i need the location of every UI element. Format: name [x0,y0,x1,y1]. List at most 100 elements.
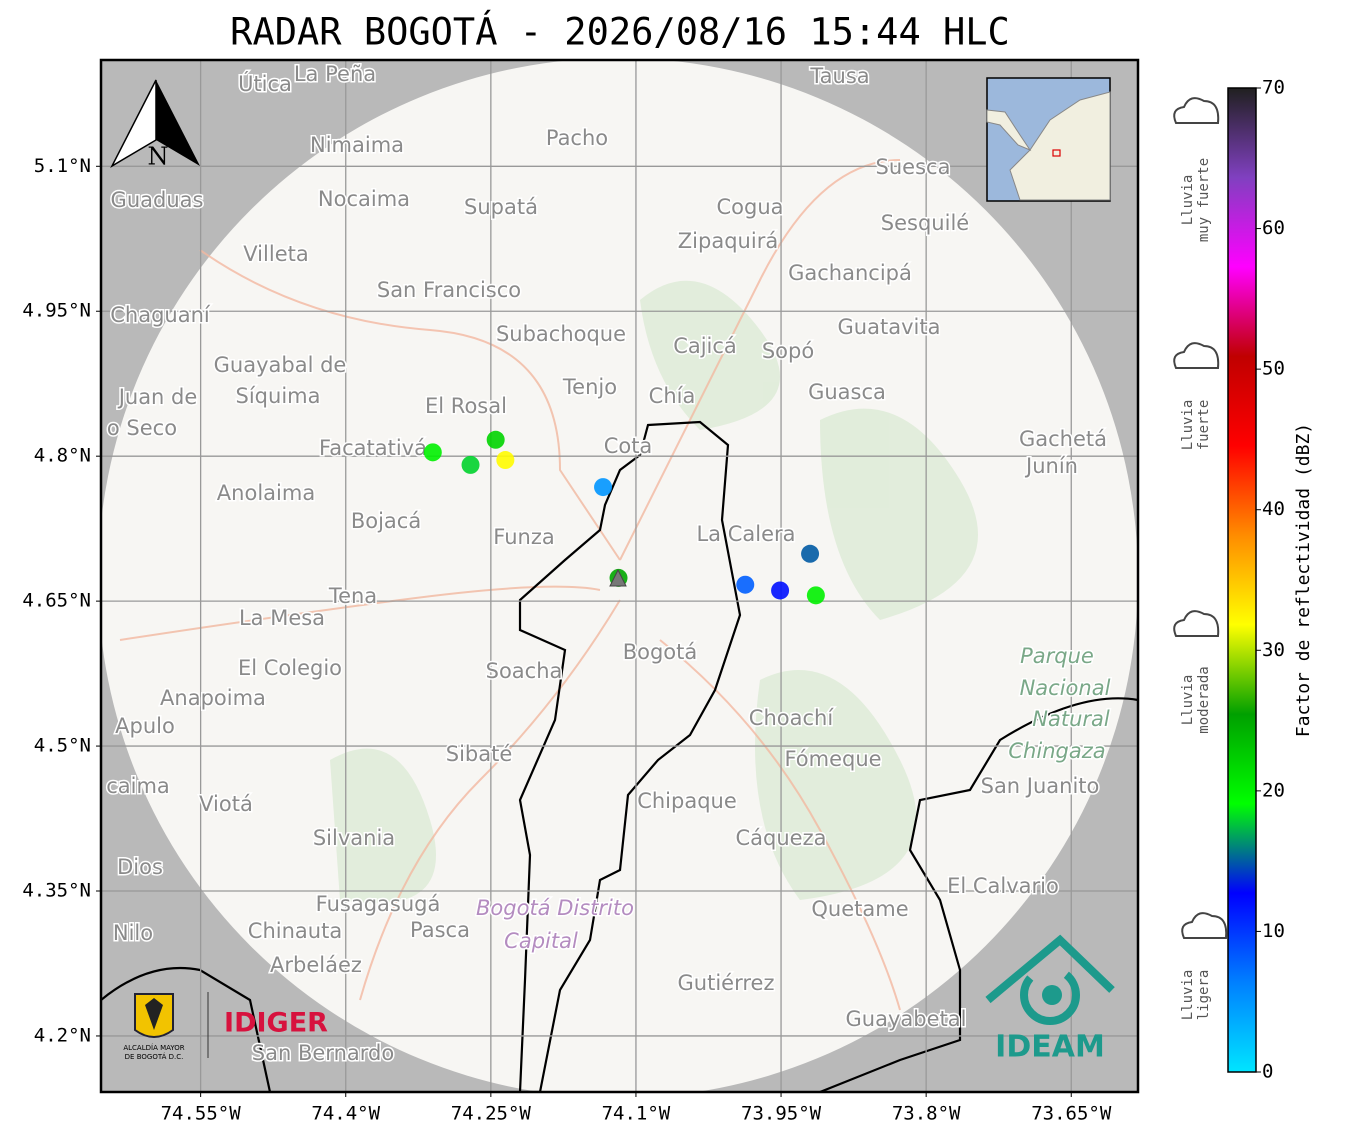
place-label: Capital [504,929,578,953]
place-label: Tausa [809,64,869,88]
place-label: Suesca [876,155,951,179]
place-label: Pacho [546,126,608,150]
y-tick-label: 4.95°N [22,300,91,322]
colorbar-tick-label: 20 [1262,779,1285,801]
rain-icon [1181,912,1228,939]
colorbar-tick-label: 40 [1262,498,1285,520]
place-label: Nilo [113,921,153,945]
roads [119,159,901,1011]
place-label: Natural [1032,707,1110,731]
place-label: Guayabetal [846,1007,967,1031]
colorbar-tick-label: 70 [1262,77,1285,99]
place-label: Cáqueza [736,826,827,850]
x-tick-label: 74.1°W [602,1103,671,1125]
place-label: Apulo [115,714,175,738]
y-tick-label: 4.35°N [22,880,91,902]
y-tick-label: 5.1°N [34,155,91,177]
place-label: Cogua [716,195,783,219]
place-label: Guaduas [111,188,204,212]
place-label: Cajicá [673,334,737,358]
colorbar [1227,87,1257,1073]
place-label: Bojacá [351,509,421,533]
logo-text: DE BOGOTÁ D.C. [125,1052,184,1061]
place-label: Guatavita [838,315,941,339]
colorbar-tick-label: 60 [1262,217,1285,239]
place-label: Tena [328,584,377,608]
x-tick-label: 74.25°W [451,1103,532,1125]
place-label: San Francisco [377,278,521,302]
colorbar-tick-label: 10 [1262,920,1285,942]
rain-icon [1173,610,1220,637]
place-label: Cota [604,434,653,458]
place-label: Choachí [749,706,835,730]
place-label: Subachoque [496,322,626,346]
colorbar-tick-label: 0 [1262,1061,1273,1083]
place-label: Sopó [762,339,814,363]
radar-echo [771,581,790,600]
north-label: N [148,143,169,171]
logo-text: ALCALDÍA MAYOR [123,1043,184,1052]
radar-echo [423,443,442,462]
title: RADAR BOGOTÁ - 2026/08/16 15:44 HLC [230,10,1010,54]
inset-map [986,77,1111,202]
place-label: Pasca [410,918,470,942]
place-label: Sibaté [446,742,513,766]
place-label: Chinauta [248,919,342,943]
place-label: Fómeque [784,747,881,771]
rain-label: Lluvia [1180,175,1196,226]
place-label: El Calvario [947,874,1059,898]
place-label: La Calera [696,522,795,546]
place-label: El Rosal [425,394,507,418]
place-label: Tenjo [562,375,617,399]
place-label: Chingaza [1008,739,1105,763]
y-tick-label: 4.5°N [34,735,91,757]
y-tick-label: 4.8°N [34,445,91,467]
place-label: Juan de [117,385,198,409]
place-label: Silvania [313,826,395,850]
place-label: Bogotá Distrito [476,896,634,920]
map: Útica La Peña Tausa Pacho Nimaima Guaduas Noca… [101,60,1138,1092]
colorbar-tick-label: 50 [1262,358,1285,380]
x-tick-label: 73.65°W [1031,1103,1112,1125]
rain-label: Lluvia [1180,970,1196,1021]
place-label: Zipaquirá [678,229,778,253]
place-label: Chaguaní [110,303,211,327]
place-label: Parque [1020,644,1094,668]
place-label: Junín [1024,454,1078,478]
place-label: Anolaima [217,481,315,505]
north-arrow: N [110,79,200,171]
x-tick-label: 73.8°W [892,1103,961,1125]
x-tick-label: 74.55°W [161,1103,242,1125]
rain-label: muy fuerte [1196,158,1212,242]
place-label: Funza [493,525,554,549]
logo-ideam: IDEAM [985,934,1115,1065]
place-label: San Bernardo [252,1041,394,1065]
y-tick-label: 4.2°N [34,1024,91,1046]
radar-echo [594,478,613,497]
terrain [330,280,978,904]
colorbar-label: Factor de reflectividad (dBZ) [1293,423,1314,737]
place-label: Bogotá [623,640,698,664]
place-label: Gutiérrez [678,971,775,995]
place-label: Fusagasugá [316,892,441,916]
rain-icon [1173,342,1220,369]
radar-echo [486,430,505,449]
place-label: Gachancipá [788,261,912,285]
place-label: o Seco [107,416,177,440]
place-label: El Colegio [238,656,342,680]
place-label: Quetame [811,897,908,921]
radar-echo [806,586,825,605]
place-label: Nacional [1020,676,1111,700]
place-label: Dios [117,855,163,879]
rain-label: ligera [1196,970,1212,1021]
rain-icon [1173,97,1220,124]
colorbar-tick-label: 30 [1262,639,1285,661]
department-border [101,966,272,1092]
place-label: caima [106,774,170,798]
place-label: Útica [238,71,292,96]
place-label: Villeta [243,242,308,266]
place-label: Síquima [236,384,321,408]
place-label: Supatá [464,195,538,219]
place-label: Sesquilé [881,211,969,235]
map-frame [99,58,1140,1094]
